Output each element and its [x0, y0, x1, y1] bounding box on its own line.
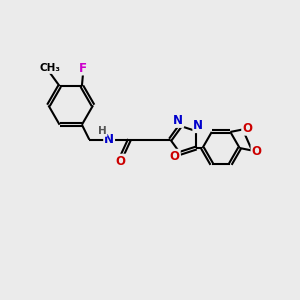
Text: O: O	[116, 154, 126, 168]
Text: O: O	[251, 145, 262, 158]
Text: CH₃: CH₃	[39, 63, 60, 73]
Text: N: N	[173, 114, 183, 127]
Text: H: H	[98, 126, 106, 136]
Text: N: N	[104, 133, 114, 146]
Text: O: O	[242, 122, 252, 135]
Text: O: O	[170, 150, 180, 163]
Text: F: F	[79, 61, 87, 74]
Text: N: N	[193, 119, 203, 132]
